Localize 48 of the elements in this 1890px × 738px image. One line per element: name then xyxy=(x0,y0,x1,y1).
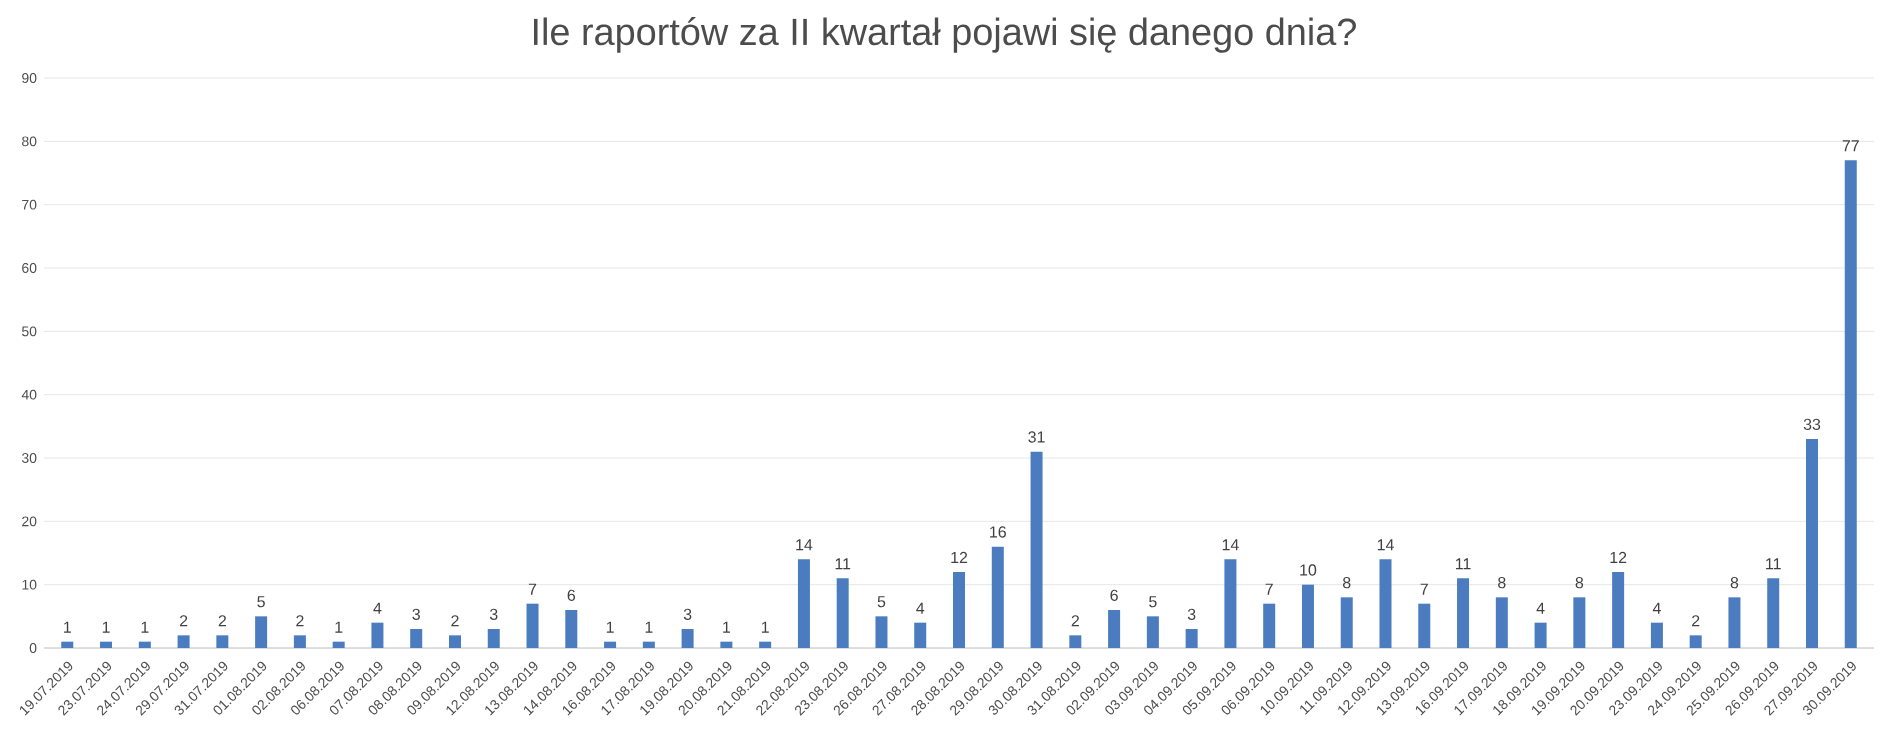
bar xyxy=(1844,160,1857,648)
bar xyxy=(1573,597,1586,648)
bar xyxy=(448,635,461,648)
bar xyxy=(410,629,423,648)
bar xyxy=(332,641,345,648)
bar xyxy=(1030,451,1043,648)
bar xyxy=(1495,597,1508,648)
bar xyxy=(1650,622,1663,648)
bar xyxy=(216,635,229,648)
bar xyxy=(642,641,655,648)
bar xyxy=(1263,603,1276,648)
bar xyxy=(371,622,384,648)
bar xyxy=(1069,635,1082,648)
bar xyxy=(293,635,306,648)
bar xyxy=(61,641,74,648)
bar xyxy=(991,546,1004,648)
bar xyxy=(255,616,268,648)
bar xyxy=(1457,578,1470,648)
bar xyxy=(1340,597,1353,648)
bar xyxy=(565,610,578,648)
bar xyxy=(100,641,113,648)
bar xyxy=(1108,610,1121,648)
bar xyxy=(177,635,190,648)
bar xyxy=(914,622,927,648)
bar xyxy=(1689,635,1702,648)
bar xyxy=(836,578,849,648)
bar xyxy=(604,641,617,648)
bar xyxy=(1612,572,1625,648)
bar xyxy=(720,641,733,648)
bar xyxy=(953,572,966,648)
bar xyxy=(1379,559,1392,648)
bar xyxy=(487,629,500,648)
chart-title: Ile raportów za II kwartał pojawi się danego dnia? xyxy=(533,17,1356,53)
bar xyxy=(1146,616,1159,648)
bar xyxy=(681,629,694,648)
bar xyxy=(875,616,888,648)
bar xyxy=(1224,559,1237,648)
bar xyxy=(1805,439,1818,648)
bar xyxy=(526,603,539,648)
bar xyxy=(138,641,151,648)
bar xyxy=(1728,597,1741,648)
bar xyxy=(759,641,772,648)
bar xyxy=(1534,622,1547,648)
bar xyxy=(1301,584,1314,648)
bar xyxy=(1185,629,1198,648)
bar xyxy=(1418,603,1431,648)
bar xyxy=(797,559,810,648)
bar xyxy=(1767,578,1780,648)
